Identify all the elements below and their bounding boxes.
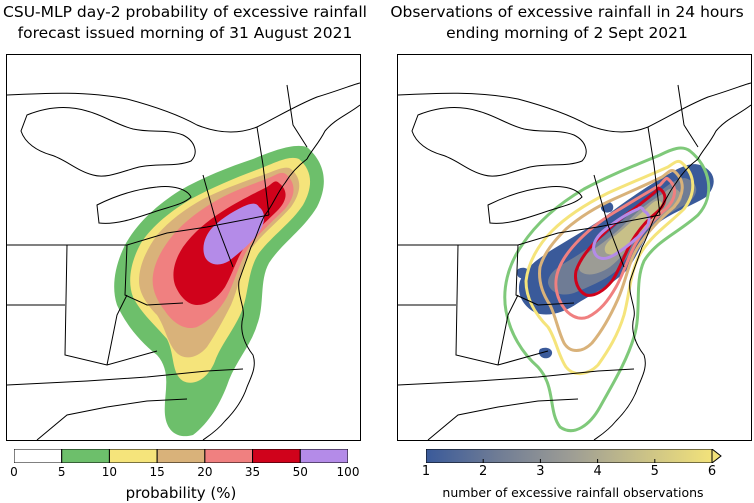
observations-map xyxy=(397,54,752,441)
state-line-3 xyxy=(64,244,158,366)
state-line-5 xyxy=(7,368,244,386)
probability-colorbar-segment xyxy=(61,448,110,464)
observations-tick-label: 1 xyxy=(421,464,431,479)
left-title-line-2: forecast issued morning of 31 August 202… xyxy=(17,24,353,42)
state-line-7 xyxy=(202,174,234,268)
forecast-probability-map xyxy=(6,54,361,441)
probability-tick-label: 15 xyxy=(149,465,165,479)
observations-map-graphic xyxy=(398,82,751,440)
observations-tick-label: 6 xyxy=(707,464,717,479)
probability-contours xyxy=(503,146,711,433)
probability-tick-label: 50 xyxy=(292,465,308,479)
left-title-line-1: CSU-MLP day-2 probability of excessive r… xyxy=(3,3,367,21)
observations-tick-label: 2 xyxy=(479,464,488,479)
probability-colorbar-segment xyxy=(108,448,158,464)
observations-colorbar-label: number of excessive rainfall observation… xyxy=(442,485,704,500)
observations-tick-label: 4 xyxy=(593,464,602,479)
right-title-line-1: Observations of excessive rainfall in 24… xyxy=(390,3,744,21)
left-map-title: CSU-MLP day-2 probability of excessive r… xyxy=(0,2,370,44)
state-line-r6 xyxy=(427,398,579,440)
state-line-r1 xyxy=(398,214,661,246)
probability-colorbar xyxy=(13,448,349,464)
great-lakes-outline xyxy=(20,107,196,177)
observations-colorbar-gradient xyxy=(425,448,713,464)
contour-35 xyxy=(574,186,667,297)
probability-colorbar-segment xyxy=(13,448,63,464)
contour-5 xyxy=(503,146,711,433)
political-borders xyxy=(7,82,360,440)
probability-colorbar-segment xyxy=(204,448,254,464)
right-map-title: Observations of excessive rainfall in 24… xyxy=(380,2,754,44)
probability-colorbar-segment xyxy=(252,448,301,464)
coastline xyxy=(202,104,360,440)
probability-tick-label: 0 xyxy=(10,465,18,479)
state-line-1 xyxy=(7,214,270,246)
observations-colorbar xyxy=(425,447,722,465)
state-line-9 xyxy=(286,84,308,148)
state-line-2 xyxy=(124,244,184,306)
probability-colorbar-label: probability (%) xyxy=(125,484,237,502)
contour-50 xyxy=(592,206,651,260)
coastline-right xyxy=(593,104,751,440)
political-borders-right xyxy=(398,82,751,440)
right-title-line-2: ending morning of 2 Sept 2021 xyxy=(446,24,688,42)
great-lakes-outline-right xyxy=(411,107,587,177)
state-line-r5 xyxy=(398,368,635,386)
probability-colorbar-segment xyxy=(299,448,349,464)
probability-colorbar-segment xyxy=(156,448,206,464)
state-line-r8 xyxy=(647,126,661,216)
probability-tick-label: 35 xyxy=(244,465,261,479)
canada-us-border-right xyxy=(398,82,751,133)
observations-tick-label: 5 xyxy=(650,464,659,479)
canada-us-border xyxy=(7,82,360,133)
colorbar-extend-arrow xyxy=(711,447,722,465)
probability-tick-label: 5 xyxy=(57,465,66,479)
probability-shading xyxy=(114,145,324,437)
state-line-r9 xyxy=(677,84,699,148)
state-line-10 xyxy=(106,294,128,366)
observations-colorbar-graphic xyxy=(425,447,722,465)
state-line-r3 xyxy=(455,244,549,366)
state-line-r7 xyxy=(593,174,625,268)
obs-isolated-2 xyxy=(538,347,553,359)
probability-colorbar-graphic xyxy=(13,448,349,464)
probability-tick-label: 100 xyxy=(336,465,360,479)
observation-shading xyxy=(516,164,714,359)
forecast-map-graphic xyxy=(7,82,360,440)
state-line-r10 xyxy=(497,294,519,366)
state-line-6 xyxy=(36,398,188,440)
probability-tick-label: 10 xyxy=(101,465,118,479)
contour-15 xyxy=(538,169,684,352)
contour-10 xyxy=(524,159,695,375)
lake-erie-outline-right xyxy=(487,186,583,224)
state-line-r2 xyxy=(515,244,575,306)
lake-erie-outline xyxy=(96,186,192,224)
probability-tick-label: 20 xyxy=(197,465,213,479)
observations-tick-label: 3 xyxy=(536,464,545,479)
state-line-8 xyxy=(256,126,270,216)
